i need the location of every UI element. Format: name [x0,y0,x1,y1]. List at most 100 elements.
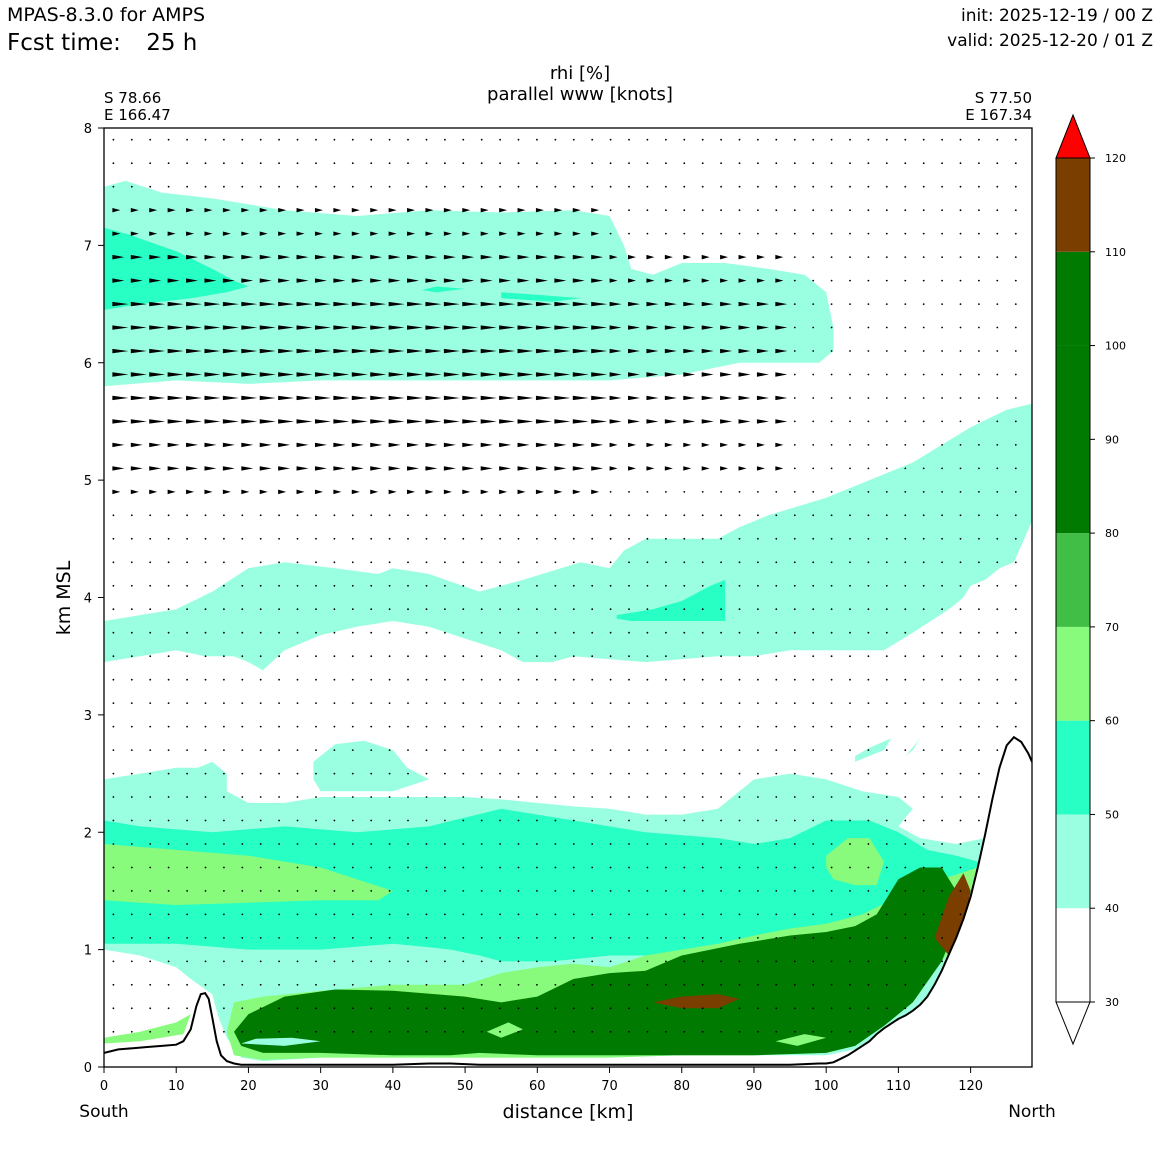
wind-dot [536,890,538,892]
wind-dot [167,185,170,188]
wind-dot [480,866,483,869]
wind-dot [941,514,943,517]
wind-dot [223,655,225,658]
wind-dot [370,584,373,587]
wind-dot [793,1030,796,1033]
wind-dot [388,514,391,517]
wind-dot [499,185,501,188]
wind-dot [665,209,667,212]
wind-arrow [130,489,139,495]
wind-dot [701,655,704,658]
wind-dot [849,279,851,282]
wind-arrow [462,348,479,354]
wind-dot [904,303,907,305]
wind-dot [351,866,354,869]
wind-dot [517,608,520,611]
wind-arrow [683,466,692,471]
wind-arrow [480,348,497,354]
rh-region-60-20 [104,1014,191,1044]
wind-arrow [407,301,424,307]
wind-dot [646,913,649,916]
wind-dot [536,702,538,704]
wind-arrow [756,301,769,307]
wind-dot [628,937,630,939]
wind-dot [204,890,207,892]
wind-arrow [591,489,600,495]
wind-dot [1014,608,1017,611]
wind-arrow [443,254,456,260]
x-tick-label: 100 [814,1079,839,1094]
wind-dot [186,185,189,188]
wind-dot [830,209,833,212]
wind-arrow [738,278,747,283]
wind-dot [186,913,189,916]
wind-dot [922,655,925,658]
wind-dot [480,185,483,188]
wind-dot [480,608,483,611]
wind-dot [444,584,446,587]
wind-dot [720,138,722,141]
wind-dot [775,209,778,212]
wind-dot [922,702,925,704]
wind-arrow [720,254,729,260]
wind-dot [223,983,225,986]
wind-dot [351,537,354,540]
wind-arrow [646,419,659,424]
wind-arrow [388,489,397,495]
wind-dot [830,397,833,399]
wind-arrow [425,325,442,330]
wind-arrow [499,207,508,213]
wind-dot [885,209,888,212]
wind-dot [167,843,170,845]
y-axis-label: km MSL [53,560,75,635]
wind-dot [628,678,630,681]
wind-arrow [259,466,272,471]
wind-arrow [554,489,563,495]
wind-dot [775,1007,778,1010]
wind-dot [904,138,907,141]
wind-dot [130,631,133,634]
wind-dot [830,796,833,798]
wind-dot [554,983,557,986]
wind-dot [978,772,980,775]
wind-arrow [314,254,327,260]
wind-dot [849,1030,851,1033]
wind-dot [572,1030,575,1033]
wind-arrow [130,301,147,307]
wind-dot [941,467,943,470]
wind-arrow [333,254,346,260]
wind-dot [665,983,667,986]
wind-dot [112,772,115,775]
wind-dot [444,843,446,845]
wind-dot [536,631,538,634]
wind-dot [849,819,851,822]
wind-dot [499,138,501,141]
wind-dot [941,584,943,587]
wind-dot [1014,725,1017,728]
wind-dot [591,983,594,986]
wind-dot [904,796,907,798]
wind-arrow [572,348,589,354]
wind-dot [130,960,133,963]
wind-dot [775,725,778,728]
x-tick-label: 30 [312,1079,329,1094]
wind-dot [812,420,815,423]
wind-arrow [204,207,213,213]
colorbar-tick-label: 50 [1105,808,1119,821]
wind-dot [683,514,686,517]
rh-region-60-12 [826,838,884,886]
wind-dot [591,138,594,141]
wind-dot [812,702,815,704]
wind-dot [978,256,980,258]
wind-dot [793,373,796,376]
wind-arrow [720,442,729,448]
wind-dot [351,890,354,892]
wind-dot [259,937,262,939]
wind-dot [149,983,152,986]
wind-dot [978,444,980,446]
wind-arrow [370,419,387,424]
wind-dot [554,584,557,587]
wind-arrow [609,466,618,471]
wind-dot [425,138,428,141]
